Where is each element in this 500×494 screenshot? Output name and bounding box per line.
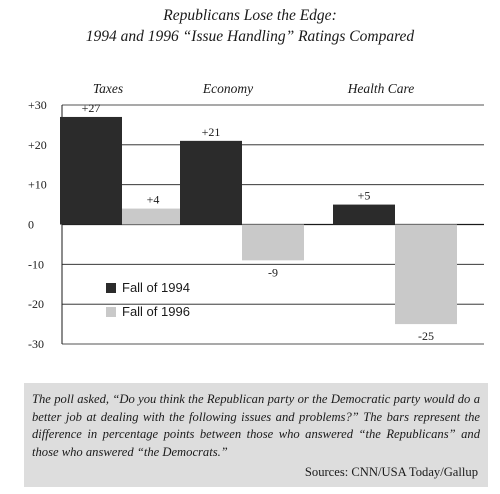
chart-subtitle: 1994 and 1996 “Issue Handling” Ratings C… [85,28,415,45]
category-label: Taxes [93,81,123,96]
data-label: -25 [418,329,434,343]
data-label: +27 [82,101,101,115]
bar [242,224,304,261]
y-tick-label: +30 [28,98,47,112]
y-tick-label: 0 [28,218,34,232]
note-box: The poll asked, “Do you think the Republ… [24,383,488,487]
data-label: +5 [358,189,371,203]
bar-chart: +30 +20 +10 0 -10 -20 -30 Taxes +27 +4 Economy +21 -… [28,81,484,351]
bar [395,224,457,325]
bar [333,204,395,225]
bar [180,140,242,225]
y-tick-label: +10 [28,178,47,192]
y-tick-label: +20 [28,138,47,152]
legend-swatch [106,307,116,317]
data-label: +21 [202,125,221,139]
chart-title: Republicans Lose the Edge: [163,7,337,24]
category-label: Economy [202,81,253,96]
source-text: Sources: CNN/USA Today/Gallup [304,465,478,479]
bar [60,116,122,225]
data-label: -9 [268,265,278,279]
y-tick-label: -20 [28,297,44,311]
data-label: +4 [147,193,160,207]
legend-swatch [106,283,116,293]
y-tick-label: -30 [28,337,44,351]
bar [122,208,184,225]
legend-label: Fall of 1994 [122,280,190,295]
category-label: Health Care [347,81,415,96]
legend-label: Fall of 1996 [122,304,190,319]
y-tick-label: -10 [28,257,44,271]
note-text: The poll asked, “Do you think the Republ… [32,392,480,459]
